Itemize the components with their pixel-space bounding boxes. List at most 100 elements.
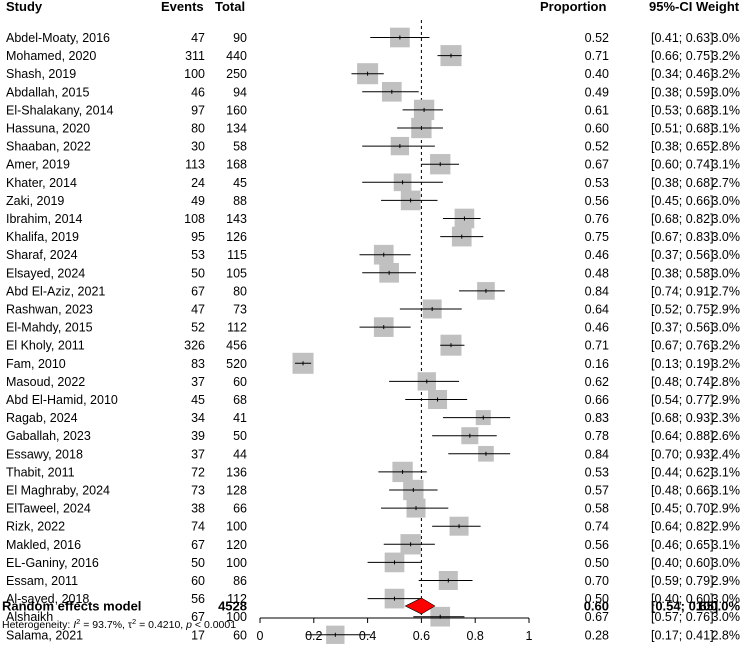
study-proportion: 0.76 xyxy=(585,212,609,226)
study-weight: 3.0% xyxy=(712,266,741,280)
study-row: Abd El-Aziz, 2021 67 80 0.84 [0.74; 0.91]2.7… xyxy=(6,282,740,300)
study-ci: [0.13; 0.19] xyxy=(651,357,714,371)
study-row: Shash, 2019 100 250 0.40 [0.34; 0.46]3.2% xyxy=(6,63,741,85)
x-axis: 0 0.2 0.4 0.6 0.8 1 xyxy=(257,617,533,643)
study-proportion: 0.60 xyxy=(585,122,609,136)
study-name: Fam, 2010 xyxy=(6,357,66,371)
study-ci: [0.48; 0.66] xyxy=(651,484,714,498)
study-weight: 3.1% xyxy=(712,103,741,117)
pooled-weight: 100.0% xyxy=(696,599,741,614)
study-weight: 3.1% xyxy=(712,538,741,552)
study-weight: 3.1% xyxy=(712,122,741,136)
study-name: Salama, 2021 xyxy=(6,628,83,642)
study-weight: 2.8% xyxy=(712,375,741,389)
study-ci: [0.44; 0.62] xyxy=(651,465,714,479)
study-weight: 2.3% xyxy=(712,411,741,425)
study-name: Zaki, 2019 xyxy=(6,194,64,208)
study-total: 68 xyxy=(233,393,247,407)
het-p-value: < 0.0001 xyxy=(192,619,236,631)
study-name: El-Mahdy, 2015 xyxy=(6,321,93,335)
study-name: Khater, 2014 xyxy=(6,176,77,190)
study-events: 37 xyxy=(191,375,205,389)
study-events: 56 xyxy=(191,592,205,606)
study-proportion: 0.58 xyxy=(585,502,609,516)
study-proportion: 0.16 xyxy=(585,357,609,371)
study-total: 112 xyxy=(227,321,247,335)
study-events: 311 xyxy=(185,49,205,63)
study-row: Abdallah, 2015 46 94 0.49 [0.38; 0.59]3.0% xyxy=(6,81,740,102)
study-events: 39 xyxy=(191,429,205,443)
study-events: 113 xyxy=(185,158,205,172)
study-proportion: 0.46 xyxy=(585,321,609,335)
study-name: Amer, 2019 xyxy=(6,158,70,172)
study-weight: 3.2% xyxy=(712,357,741,371)
study-proportion: 0.64 xyxy=(585,303,609,317)
study-proportion: 0.62 xyxy=(585,375,609,389)
het-tau2-value: = 0.4210, xyxy=(136,619,186,631)
study-row: Elsayed, 2024 50 105 0.48 [0.38; 0.58]3.0% xyxy=(6,262,741,283)
study-weight: 3.0% xyxy=(712,194,741,208)
study-ci: [0.37; 0.56] xyxy=(651,248,714,262)
study-events: 30 xyxy=(191,140,205,154)
study-total: 128 xyxy=(226,484,247,498)
study-events: 37 xyxy=(191,447,205,461)
study-ci: [0.38; 0.59] xyxy=(651,85,714,99)
study-proportion: 0.50 xyxy=(585,592,609,606)
study-row: Masoud, 2022 37 60 0.62 [0.48; 0.74]2.8% xyxy=(6,372,741,391)
study-total: 73 xyxy=(233,303,247,317)
study-events: 46 xyxy=(191,85,205,99)
study-total: 250 xyxy=(226,67,247,81)
study-total: 100 xyxy=(226,520,247,534)
study-weight: 3.2% xyxy=(712,67,741,81)
study-weight: 2.9% xyxy=(712,502,741,516)
study-events: 47 xyxy=(191,31,205,45)
study-ci: [0.51; 0.68] xyxy=(651,122,714,136)
study-ci: [0.74; 0.91] xyxy=(651,284,714,298)
study-ci: [0.59; 0.79] xyxy=(651,574,714,588)
study-ci: [0.52; 0.75] xyxy=(651,303,714,317)
study-name: Gaballah, 2023 xyxy=(6,429,91,443)
het-i2-value: = 93.7%, xyxy=(80,619,128,631)
study-events: 326 xyxy=(184,339,205,353)
study-total: 136 xyxy=(226,465,247,479)
study-events: 72 xyxy=(191,465,205,479)
study-row: Makled, 2016 67 120 0.56 [0.46; 0.65]3.1% xyxy=(6,534,741,555)
study-proportion: 0.52 xyxy=(585,140,609,154)
study-row: Rizk, 2022 74 100 0.74 [0.64; 0.82]2.9% xyxy=(6,516,740,536)
x-tick-label: 0.6 xyxy=(413,629,430,643)
study-row: Alshaikh 67 100 0.67 [0.57; 0.76]3.0% xyxy=(6,606,740,627)
study-weight: 3.0% xyxy=(712,230,741,244)
study-events: 50 xyxy=(191,556,205,570)
study-ci: [0.45; 0.70] xyxy=(651,502,714,516)
study-proportion: 0.52 xyxy=(585,31,609,45)
study-proportion: 0.70 xyxy=(585,574,609,588)
study-events: 60 xyxy=(191,574,205,588)
study-weight: 3.1% xyxy=(712,465,741,479)
study-name: Mohamed, 2020 xyxy=(6,49,96,63)
study-events: 74 xyxy=(191,520,205,534)
header-ci: 95%-CI xyxy=(649,0,692,14)
x-tick-label: 1 xyxy=(526,629,533,643)
study-proportion: 0.75 xyxy=(585,230,609,244)
study-row: Essam, 2011 60 86 0.70 [0.59; 0.79]2.9% xyxy=(6,571,740,590)
study-ci: [0.17; 0.41] xyxy=(651,628,714,642)
study-proportion: 0.71 xyxy=(585,339,609,353)
study-events: 73 xyxy=(191,484,205,498)
study-name: Rashwan, 2023 xyxy=(6,303,93,317)
study-total: 168 xyxy=(226,158,247,172)
study-proportion: 0.61 xyxy=(585,103,609,117)
study-ci: [0.66; 0.75] xyxy=(651,49,714,63)
column-headers: Study Events Total Proportion 95%-CI Wei… xyxy=(6,0,740,14)
study-ci: [0.64; 0.88] xyxy=(651,429,714,443)
study-proportion: 0.83 xyxy=(585,411,609,425)
study-name: Rizk, 2022 xyxy=(6,520,65,534)
study-weight: 3.0% xyxy=(712,248,741,262)
study-row: Mohamed, 2020 311 440 0.71 [0.66; 0.75]3.2% xyxy=(6,45,740,67)
study-total: 90 xyxy=(233,31,247,45)
study-total: 66 xyxy=(233,502,247,516)
study-name: Alshaikh xyxy=(6,610,53,624)
study-row: Fam, 2010 83 520 0.16 [0.13; 0.19]3.2% xyxy=(6,352,741,374)
study-total: 58 xyxy=(233,140,247,154)
study-name: Abdel-Moaty, 2016 xyxy=(6,31,110,45)
het-i2-exp: 2 xyxy=(76,617,80,626)
